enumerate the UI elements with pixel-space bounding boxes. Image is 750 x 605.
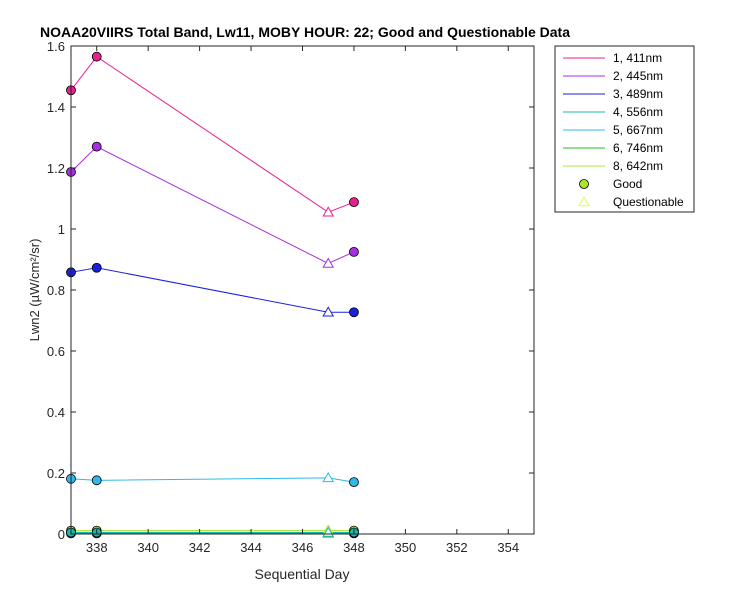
legend: 1, 411nm 2, 445nm 3, 489nm 4, 556nm 5, 667nm… — [555, 46, 694, 212]
legend-marker-good — [580, 180, 589, 189]
data-point-good — [92, 476, 101, 485]
y-tick-label: 0.2 — [47, 466, 65, 481]
data-point-good — [349, 247, 358, 256]
data-point-good — [92, 263, 101, 272]
legend-label: Questionable — [613, 195, 684, 209]
y-tick-label: 1.4 — [47, 100, 65, 115]
y-tick-label: 0.6 — [47, 344, 65, 359]
legend-label: 6, 746nm — [613, 141, 663, 155]
legend-label: 8, 642nm — [613, 159, 663, 173]
data-point-good — [92, 142, 101, 151]
x-tick-label: 350 — [395, 540, 417, 555]
data-point-good — [349, 478, 358, 487]
y-axis-label: Lwn2 (µW/cm²/sr) — [27, 239, 42, 342]
x-tick-label: 354 — [497, 540, 519, 555]
legend-label: 3, 489nm — [613, 87, 663, 101]
y-tick-label: 1.6 — [47, 39, 65, 54]
legend-label: Good — [613, 177, 642, 191]
x-tick-label: 346 — [292, 540, 314, 555]
x-tick-label: 340 — [137, 540, 159, 555]
legend-label: 2, 445nm — [613, 69, 663, 83]
data-point-good — [349, 198, 358, 207]
y-tick-label: 0.8 — [47, 283, 65, 298]
y-tick-label: 0 — [58, 527, 65, 542]
legend-label: 1, 411nm — [613, 51, 662, 65]
x-tick-label: 342 — [189, 540, 211, 555]
y-tick-label: 0.4 — [47, 405, 65, 420]
data-point-good — [92, 52, 101, 61]
legend-label: 5, 667nm — [613, 123, 663, 137]
x-tick-label: 348 — [343, 540, 365, 555]
legend-label: 4, 556nm — [613, 105, 663, 119]
y-tick-label: 1 — [58, 222, 65, 237]
x-tick-label: 352 — [446, 540, 468, 555]
y-tick-label: 1.2 — [47, 161, 65, 176]
x-tick-label: 338 — [86, 540, 108, 555]
plot-area — [71, 46, 534, 534]
chart-title: NOAA20VIIRS Total Band, Lw11, MOBY HOUR:… — [40, 24, 570, 40]
x-tick-label: 344 — [240, 540, 262, 555]
x-axis-label: Sequential Day — [255, 566, 350, 582]
data-point-good — [349, 308, 358, 317]
